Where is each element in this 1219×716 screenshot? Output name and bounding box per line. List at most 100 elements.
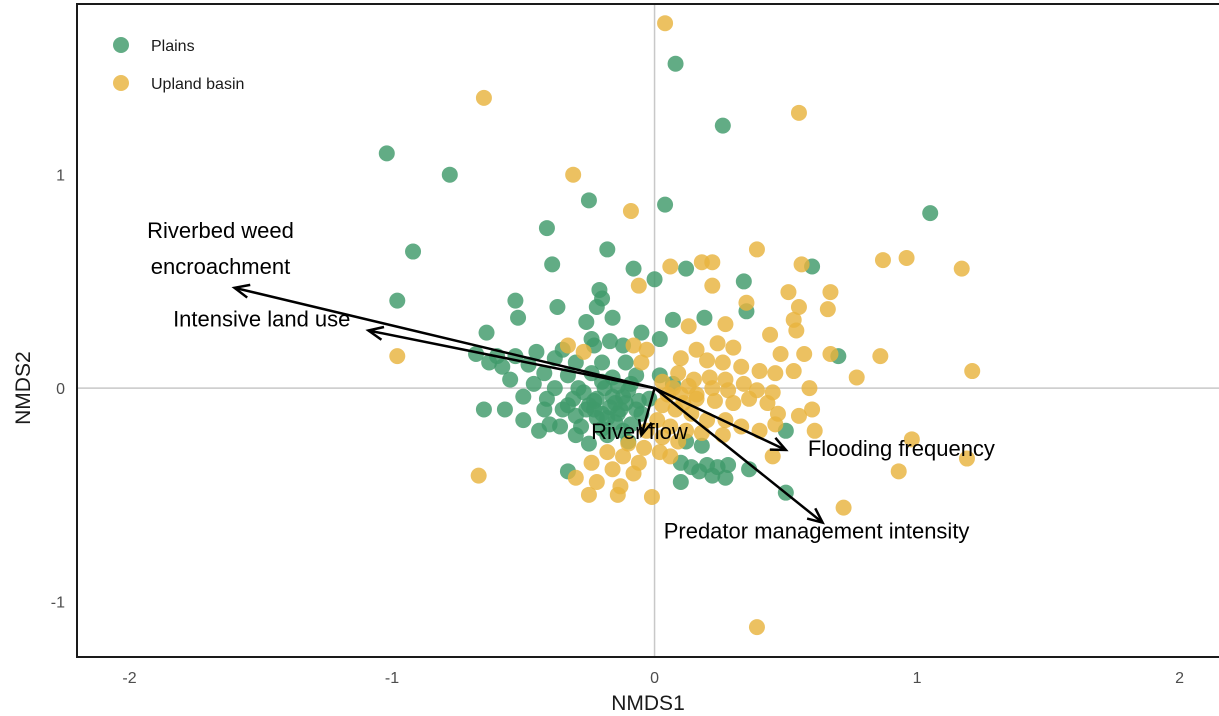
data-point [790,299,807,316]
data-point [725,395,742,412]
data-point [735,375,752,392]
data-point [848,369,865,386]
data-point [567,427,584,444]
data-point [688,341,705,358]
data-point [625,337,642,354]
data-point [806,422,823,439]
data-point [751,363,768,380]
data-point [575,384,592,401]
data-point [788,322,805,339]
data-point [958,450,975,467]
data-point [699,352,716,369]
data-point [549,299,566,316]
data-point [822,345,839,362]
data-point [696,309,713,326]
data-point [738,294,755,311]
vector-label: River flow [591,419,688,444]
data-point [617,354,634,371]
data-point [741,390,758,407]
data-point [510,309,527,326]
vector-label: encroachment [151,254,290,279]
data-point [720,382,737,399]
points-layer [378,15,981,636]
data-point [662,258,679,275]
data-point [646,271,663,288]
data-point [565,166,582,183]
data-point [578,313,595,330]
y-tick-label: 1 [56,168,65,185]
data-point [643,488,660,505]
data-point [580,435,597,452]
plot-frame [76,3,1219,658]
data-point [672,474,689,491]
data-point [720,456,737,473]
data-point [475,89,492,106]
x-tick-label: -2 [122,670,136,687]
data-point [536,365,553,382]
data-point [594,354,611,371]
x-tick-label: -1 [385,670,399,687]
data-point [759,395,776,412]
data-point [793,256,810,273]
data-point [706,392,723,409]
data-point [714,427,731,444]
data-point [636,439,653,456]
data-point [544,256,561,273]
data-point [575,343,592,360]
data-point [599,427,616,444]
data-point [714,117,731,134]
data-point [496,401,513,418]
data-point [704,380,721,397]
data-point [494,358,511,375]
data-point [633,354,650,371]
vector-arrowhead [769,437,789,452]
data-point [580,192,597,209]
data-point [657,196,674,213]
data-point [704,467,721,484]
vector-line [640,387,656,436]
data-point [559,337,576,354]
data-point [733,358,750,375]
legend-label: Plains [151,38,195,55]
data-point [717,469,734,486]
data-point [767,365,784,382]
data-point [667,55,684,72]
data-point [670,433,687,450]
data-point [662,448,679,465]
ticks-layer: -2 -1 0 1 2 -1 0 1 [51,168,1184,687]
data-point [672,350,689,367]
vector-arrowhead [231,283,251,299]
zero-lines [77,4,1219,657]
data-point [790,407,807,424]
data-point [691,463,708,480]
y-axis-title: NMDS2 [12,351,35,425]
data-point [580,486,597,503]
data-point [528,343,545,360]
x-tick-label: 1 [913,670,922,687]
data-point [625,260,642,277]
data-point [601,333,618,350]
data-point [536,401,553,418]
data-point [898,249,915,266]
data-point [538,220,555,237]
data-point [790,104,807,121]
legend-swatch [113,75,129,91]
data-point [762,326,779,343]
data-point [604,309,621,326]
data-point [586,401,603,418]
data-point [890,463,907,480]
data-point [651,331,668,348]
data-point [678,260,695,277]
data-point [599,241,616,258]
series-upland-basin [389,15,981,636]
data-point [599,444,616,461]
legend-swatch [113,37,129,53]
data-point [709,335,726,352]
data-point [704,254,721,271]
x-tick-label: 0 [650,670,659,687]
data-point [378,145,395,162]
data-point [903,431,920,448]
data-point [541,416,558,433]
data-point [801,380,818,397]
